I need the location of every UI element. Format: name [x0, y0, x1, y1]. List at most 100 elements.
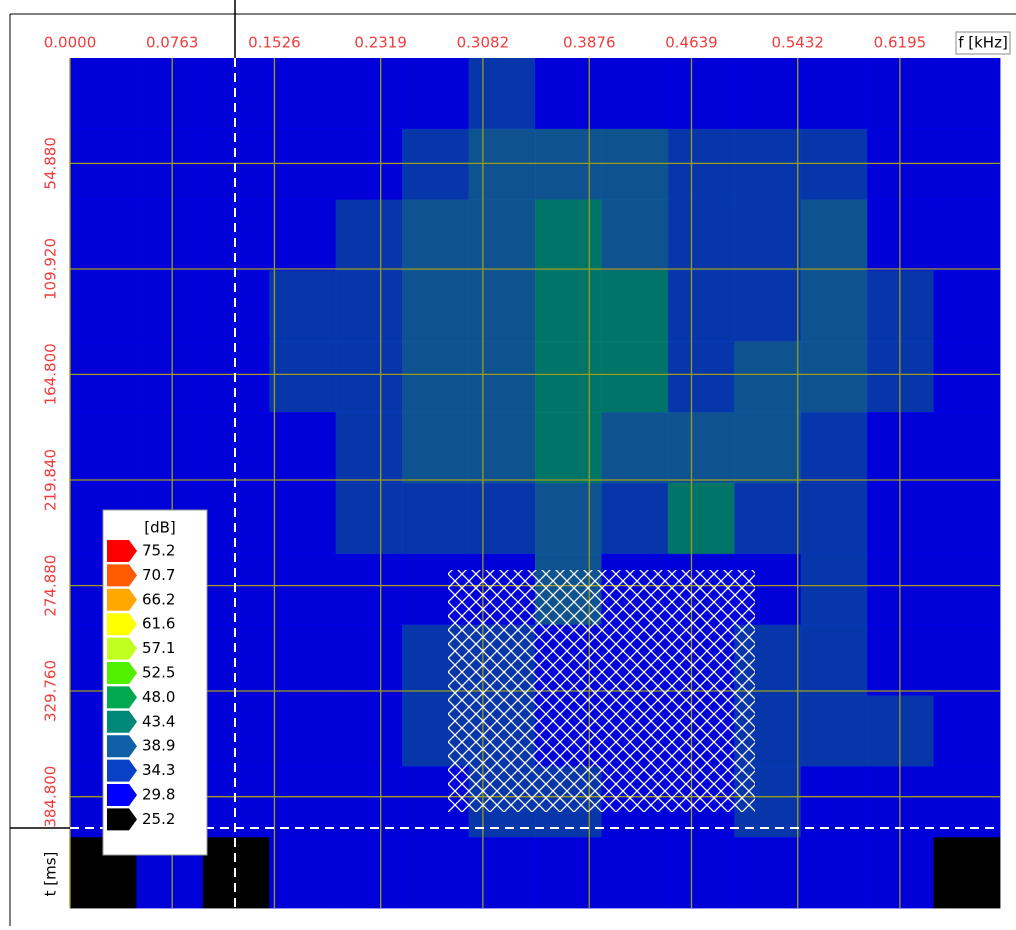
colorbar-label: 38.9 — [142, 737, 175, 755]
x-tick-label: 0.4639 — [665, 34, 718, 52]
colorbar-swatch — [107, 588, 137, 611]
colorbar-label: 61.6 — [142, 615, 175, 633]
spectrogram-cell — [867, 58, 935, 130]
spectrogram-cell — [734, 58, 802, 130]
colorbar: 75.2 70.7 66.2 61.6 57.1 52.5 48.0 43.4 38.9 34.3… — [107, 540, 175, 831]
spectrogram-cell — [867, 483, 935, 555]
spectrogram-cell — [800, 837, 868, 909]
spectrogram-cell — [933, 341, 1001, 413]
x-tick-label: 0.3876 — [563, 34, 616, 52]
spectrogram-cell — [867, 341, 935, 413]
colorbar-title: [dB] — [144, 519, 176, 537]
spectrogram-cell — [468, 128, 536, 201]
spectrogram-cell — [601, 483, 669, 555]
spectrogram-cell — [70, 58, 137, 130]
spectrogram-cell — [933, 695, 1001, 767]
spectrogram-cell — [800, 412, 868, 484]
spectrogram-cell — [269, 695, 337, 767]
spectrogram-cell — [202, 766, 270, 838]
spectrogram-cell — [933, 128, 1001, 201]
spectrogram-cell — [402, 837, 470, 909]
y-tick-label: 109.920 — [42, 238, 60, 300]
spectrogram-cell — [202, 128, 270, 201]
spectrogram-cell — [667, 128, 735, 201]
spectrogram-cell — [601, 837, 669, 909]
spectrogram-cell — [202, 341, 270, 413]
spectrogram-cell — [269, 341, 337, 413]
spectrogram-cell — [335, 412, 403, 484]
spectrogram-cell — [535, 837, 602, 909]
spectrogram-cell — [535, 270, 602, 342]
spectrogram-cell — [335, 766, 403, 838]
y-axis-label: t [ms] — [42, 852, 60, 897]
spectrogram-cell — [800, 766, 868, 838]
spectrogram-cell — [800, 553, 868, 626]
spectrogram-cell — [535, 128, 602, 201]
y-tick-label: 219.840 — [42, 449, 60, 511]
colorbar-label: 52.5 — [142, 664, 175, 682]
spectrogram-cell — [601, 341, 669, 413]
selection-region[interactable] — [448, 570, 755, 812]
spectrogram-cell — [468, 270, 536, 342]
spectrogram-cell — [867, 128, 935, 201]
x-tick-label: 0.2319 — [354, 34, 407, 52]
spectrogram-cell — [335, 199, 403, 271]
spectrogram-cell — [933, 58, 1001, 130]
y-tick-label: 274.880 — [42, 555, 60, 617]
spectrogram-cell — [867, 837, 935, 909]
spectrogram-cell — [535, 199, 602, 271]
spectrogram-cell — [933, 837, 1001, 909]
x-tick-label: 0.0763 — [146, 34, 199, 52]
spectrogram-cell — [933, 766, 1001, 838]
x-tick-label: 0.5432 — [771, 34, 824, 52]
spectrogram-cell — [335, 341, 403, 413]
spectrogram-cell — [269, 412, 337, 484]
spectrogram-cell — [402, 128, 470, 201]
x-tick-label: 0.3082 — [457, 34, 510, 52]
colorbar-swatch — [107, 784, 137, 806]
spectrogram-cell — [136, 199, 204, 271]
spectrogram-cell — [335, 270, 403, 342]
x-axis-label: f [kHz] — [958, 34, 1008, 52]
spectrogram-cell — [800, 624, 868, 696]
y-tick-label: 164.800 — [42, 343, 60, 405]
colorbar-label: 25.2 — [142, 810, 175, 828]
x-tick-label: 0.6195 — [874, 34, 927, 52]
colorbar-swatch — [107, 735, 137, 758]
spectrogram-cell — [933, 199, 1001, 271]
spectrogram-cell — [535, 341, 602, 413]
colorbar-label: 48.0 — [142, 688, 175, 706]
spectrogram-cell — [202, 483, 270, 555]
ticks: 0.0000 0.0763 0.1526 0.2319 0.3082 0.3876 0.46… — [42, 34, 927, 828]
spectrogram-cell — [70, 270, 137, 342]
spectrogram-cell — [335, 695, 403, 767]
spectrogram-cell — [867, 624, 935, 696]
spectrogram-cell — [601, 128, 669, 201]
colorbar-swatch — [107, 613, 137, 636]
colorbar-swatch — [107, 564, 137, 587]
spectrogram-cell — [136, 412, 204, 484]
spectrogram-cell — [402, 270, 470, 342]
spectrogram-cell — [335, 128, 403, 201]
spectrogram-cell — [933, 553, 1001, 626]
colorbar-label: 43.4 — [142, 712, 175, 730]
colorbar-label: 57.1 — [142, 639, 175, 657]
spectrogram-cell — [800, 58, 868, 130]
spectrogram-cell — [269, 483, 337, 555]
spectrogram-cell — [468, 199, 536, 271]
spectrogram-cell — [734, 128, 802, 201]
spectrogram-cell — [667, 270, 735, 342]
spectrogram-cell — [867, 553, 935, 626]
spectrogram-cell — [136, 58, 204, 130]
spectrogram-cell — [734, 837, 802, 909]
spectrogram-cell — [601, 270, 669, 342]
spectrogram-cell — [202, 553, 270, 626]
spectrogram-cell — [202, 624, 270, 696]
spectrogram-cell — [667, 483, 735, 555]
spectrogram-cell — [202, 837, 270, 909]
spectrogram-cell — [800, 341, 868, 413]
spectrogram-cell — [867, 766, 935, 838]
spectrogram-cell — [933, 624, 1001, 696]
spectrogram-cell — [667, 199, 735, 271]
